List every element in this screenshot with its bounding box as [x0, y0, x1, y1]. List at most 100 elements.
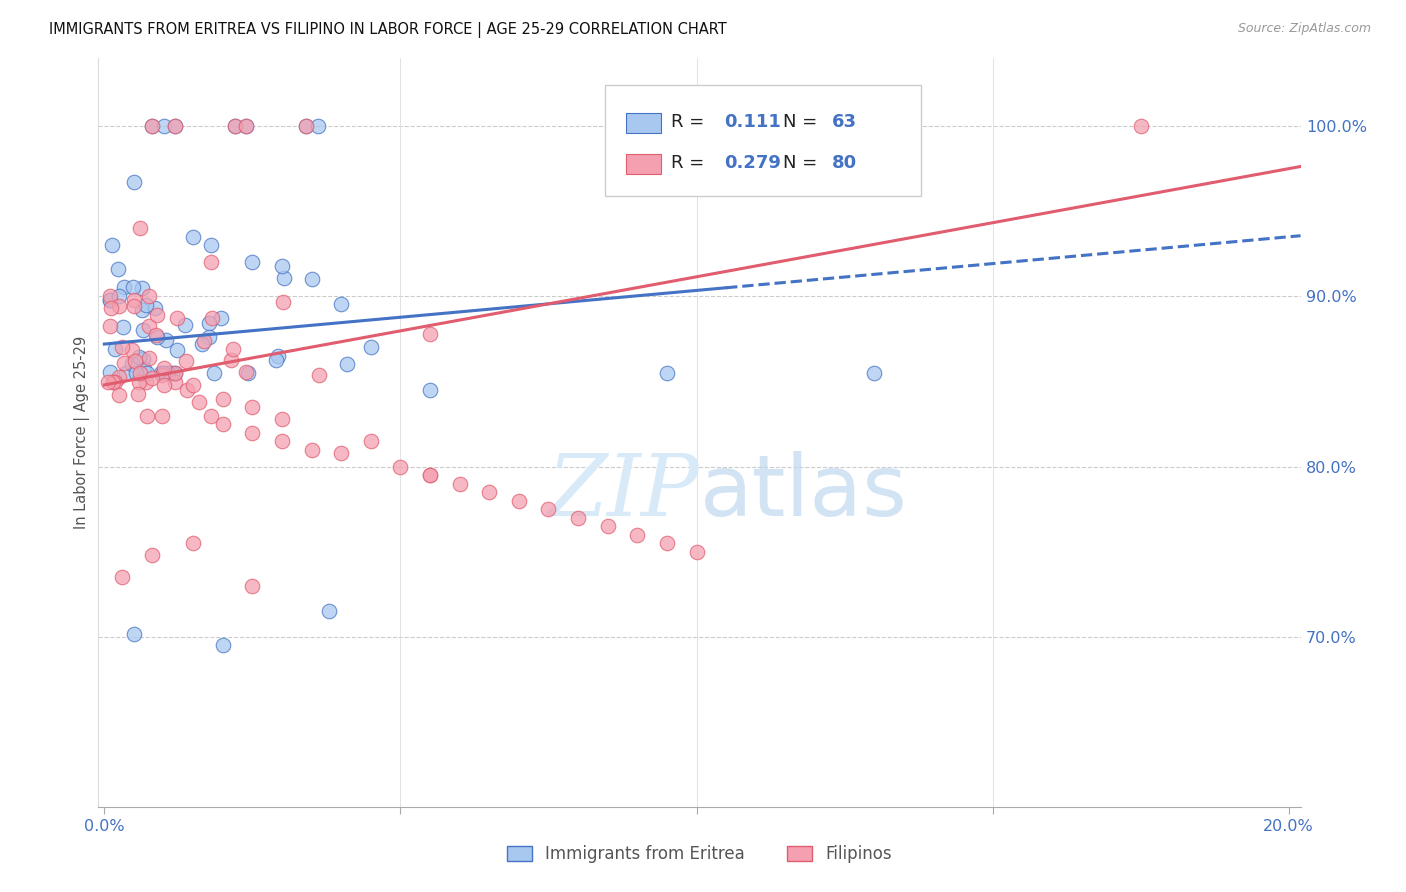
Legend: Immigrants from Eritrea, Filipinos: Immigrants from Eritrea, Filipinos — [501, 838, 898, 870]
Point — [294, 119, 316, 133]
Point — [389, 459, 412, 474]
Point — [200, 255, 222, 269]
Point — [242, 255, 264, 269]
Point — [242, 579, 264, 593]
Point — [128, 350, 150, 364]
Point — [655, 366, 678, 380]
Point — [271, 294, 294, 309]
Point — [419, 326, 441, 341]
Point — [242, 400, 264, 414]
Point — [198, 316, 221, 330]
Point — [122, 175, 145, 189]
Point — [128, 221, 150, 235]
Point — [145, 328, 167, 343]
Text: 0.111: 0.111 — [724, 113, 780, 131]
Point — [108, 370, 131, 384]
Text: 0.279: 0.279 — [724, 154, 780, 172]
Point — [201, 310, 224, 325]
Point — [273, 270, 295, 285]
Text: R =: R = — [671, 113, 710, 131]
Point — [267, 350, 290, 364]
Point — [165, 119, 187, 133]
Point — [127, 386, 149, 401]
Text: 63: 63 — [832, 113, 858, 131]
Point — [112, 280, 135, 294]
Point — [122, 626, 145, 640]
Point — [152, 361, 174, 376]
Text: atlas: atlas — [699, 451, 907, 534]
Point — [138, 289, 160, 303]
Point — [301, 442, 323, 457]
Point — [150, 366, 173, 380]
Point — [104, 342, 127, 356]
Point — [209, 310, 232, 325]
Point — [166, 310, 188, 325]
Point — [97, 375, 120, 389]
Point — [174, 318, 197, 332]
Point — [152, 378, 174, 392]
Point — [111, 340, 134, 354]
Point — [193, 334, 215, 348]
Point — [98, 319, 121, 334]
Point — [165, 375, 187, 389]
Point — [655, 536, 678, 550]
Point — [360, 434, 382, 449]
Point — [100, 238, 122, 252]
Point — [537, 502, 560, 516]
Point — [308, 368, 330, 382]
Point — [132, 323, 155, 337]
Point — [146, 308, 169, 322]
Point — [135, 375, 157, 389]
Point — [122, 299, 145, 313]
Point — [101, 375, 124, 389]
Point — [626, 528, 648, 542]
Point — [165, 366, 187, 380]
Text: ZIP: ZIP — [547, 451, 699, 534]
Point — [242, 425, 264, 440]
Point — [211, 639, 233, 653]
Point — [134, 362, 156, 376]
Point — [112, 356, 135, 370]
Point — [271, 412, 294, 426]
Text: N =: N = — [783, 154, 823, 172]
Point — [238, 366, 260, 380]
Point — [1129, 119, 1152, 133]
Point — [98, 293, 121, 308]
Point — [478, 485, 501, 500]
Point — [124, 354, 146, 368]
Point — [152, 119, 174, 133]
Point — [111, 320, 134, 334]
Point — [108, 299, 131, 313]
Point — [200, 409, 222, 423]
Point — [190, 337, 212, 351]
Point — [419, 468, 441, 483]
Point — [138, 351, 160, 365]
Point — [222, 343, 245, 357]
Point — [121, 279, 143, 293]
Point — [122, 293, 145, 307]
Point — [330, 297, 353, 311]
Point — [136, 366, 159, 380]
Text: Source: ZipAtlas.com: Source: ZipAtlas.com — [1237, 22, 1371, 36]
Point — [121, 357, 143, 371]
Point — [104, 375, 127, 389]
Point — [115, 366, 138, 380]
Point — [162, 366, 184, 380]
Point — [863, 366, 886, 380]
Point — [128, 366, 150, 380]
Y-axis label: In Labor Force | Age 25-29: In Labor Force | Age 25-29 — [75, 336, 90, 529]
Point — [98, 365, 121, 379]
Text: N =: N = — [783, 113, 823, 131]
Point — [98, 289, 121, 303]
Point — [134, 366, 156, 380]
Point — [264, 353, 287, 368]
Point — [200, 238, 222, 252]
Point — [155, 333, 177, 347]
Point — [141, 119, 163, 133]
Point — [143, 301, 166, 316]
Text: IMMIGRANTS FROM ERITREA VS FILIPINO IN LABOR FORCE | AGE 25-29 CORRELATION CHART: IMMIGRANTS FROM ERITREA VS FILIPINO IN L… — [49, 22, 727, 38]
Point — [150, 368, 173, 383]
Point — [202, 366, 225, 380]
Point — [294, 119, 316, 133]
Point — [111, 570, 134, 584]
